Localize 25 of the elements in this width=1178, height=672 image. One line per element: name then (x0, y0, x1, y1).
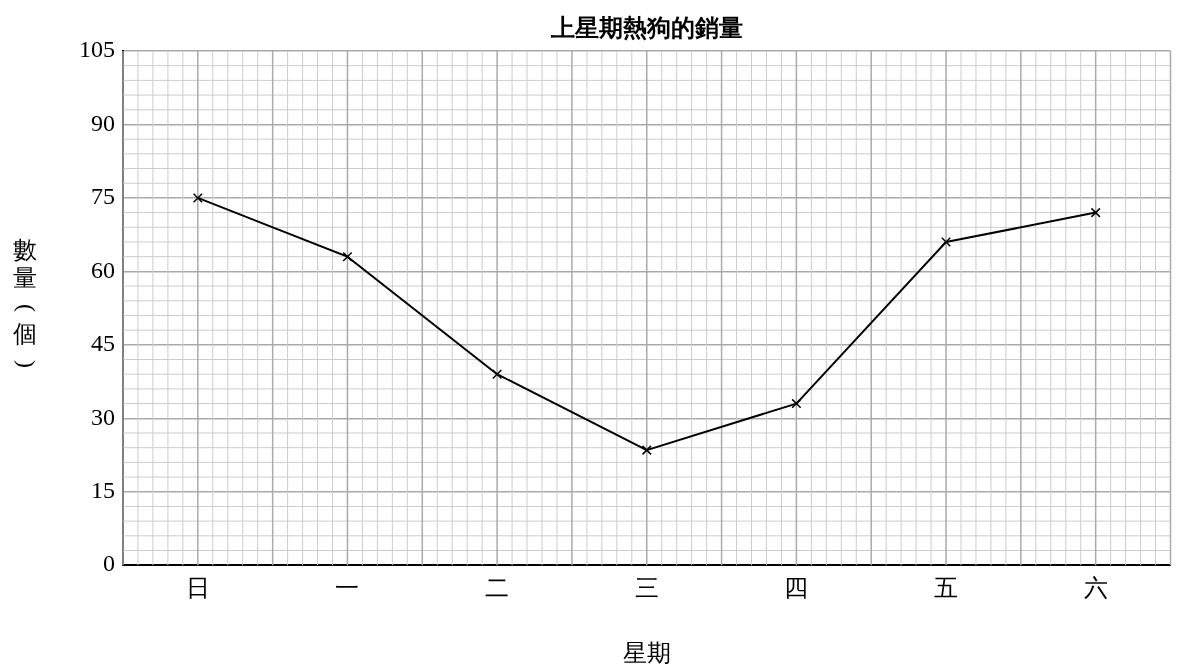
y-axis-title: 數量(個) (13, 237, 40, 369)
x-tick-label: 四 (784, 574, 809, 601)
point (492, 369, 503, 380)
point (641, 445, 652, 456)
y-tick-label: 90 (91, 109, 115, 136)
x-tick-label: 日 (185, 574, 210, 601)
y-tick-label: 0 (103, 550, 115, 577)
point (1090, 207, 1101, 218)
y-tick-label: 105 (79, 36, 115, 63)
x-tick-label: 一 (335, 574, 360, 601)
x-tick-label: 五 (934, 574, 959, 601)
x-axis-title: 星期 (622, 640, 671, 667)
y-tick-label: 75 (91, 183, 115, 210)
y-tick-label: 15 (91, 477, 115, 504)
y-tick-label: 45 (91, 330, 115, 357)
point (941, 237, 952, 247)
x-tick-label: 六 (1083, 574, 1108, 601)
x-tick-label: 二 (485, 574, 510, 601)
point (342, 251, 353, 262)
y-tick-label: 30 (91, 403, 115, 430)
point (192, 192, 203, 203)
x-tick-label: 三 (634, 574, 659, 601)
chart-title: 上星期熱狗的銷量 (549, 15, 743, 42)
y-tick-label: 60 (91, 256, 115, 283)
point (791, 398, 802, 409)
